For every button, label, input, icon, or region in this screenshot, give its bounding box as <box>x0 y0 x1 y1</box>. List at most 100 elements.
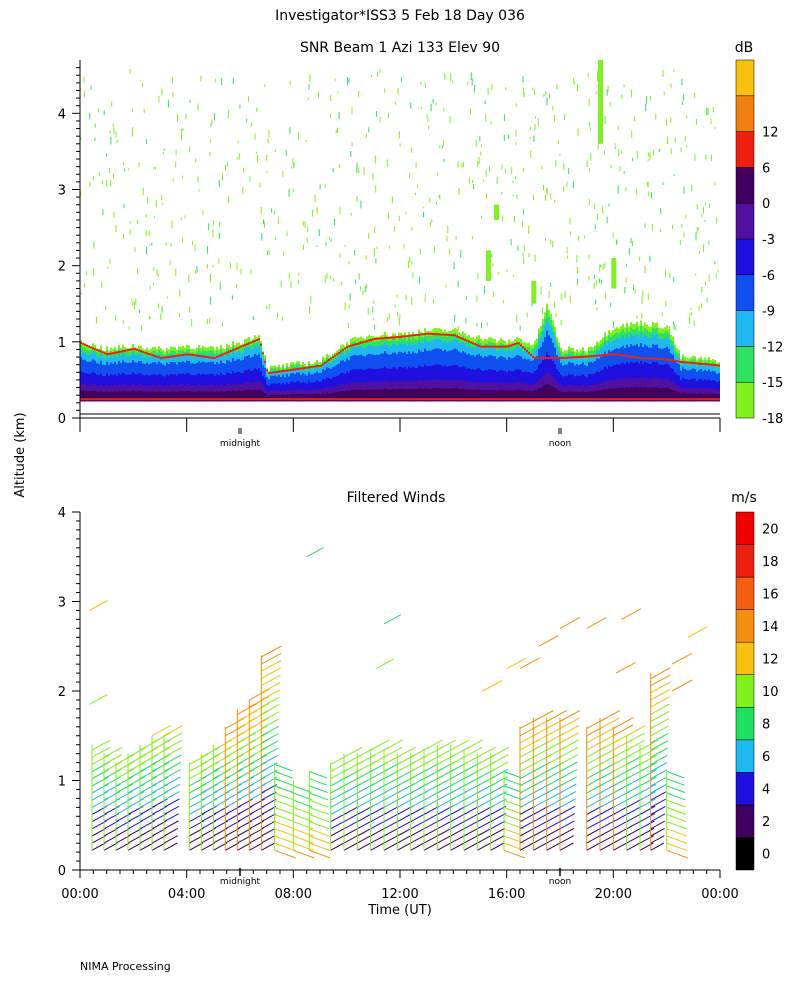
snr-speckle <box>222 173 224 181</box>
snr-speckle <box>261 233 263 241</box>
snr-peak-band <box>376 337 378 340</box>
wind-barb <box>261 791 277 801</box>
snr-ground-band <box>168 398 170 401</box>
snr-peak-band <box>470 341 472 344</box>
wind-barb <box>213 813 229 823</box>
snr-ground-band <box>338 398 340 401</box>
snr-ground-band <box>188 398 190 401</box>
wind-barb <box>237 732 257 744</box>
wind-barb <box>343 805 360 815</box>
snr-column <box>564 392 566 402</box>
snr-speckle <box>564 113 566 121</box>
snr-colorbar-label: -15 <box>762 376 783 391</box>
wind-barb <box>450 805 467 815</box>
snr-column <box>688 393 690 402</box>
wind-barb <box>103 768 122 780</box>
snr-ground-band <box>342 398 344 401</box>
snr-peak-band <box>634 356 636 359</box>
snr-speckle <box>589 121 591 127</box>
snr-peak-band <box>98 349 100 352</box>
snr-ground-band <box>452 398 454 401</box>
snr-speckle <box>136 219 138 224</box>
snr-speckle <box>468 176 470 184</box>
snr-column <box>374 389 376 402</box>
wind-barb <box>370 813 386 823</box>
wind-barb <box>330 842 345 851</box>
snr-peak-band <box>592 355 594 358</box>
snr-column <box>590 391 592 402</box>
snr-ground-band <box>112 398 114 401</box>
snr-speckle <box>115 315 117 321</box>
snr-ground-band <box>700 398 702 401</box>
snr-ground-band <box>476 398 478 401</box>
snr-ground-band <box>642 398 644 401</box>
wind-barb <box>519 835 534 844</box>
snr-speckle <box>432 99 434 104</box>
snr-speckle <box>558 140 559 144</box>
snr-column <box>588 391 590 402</box>
snr-peak-band <box>206 356 208 358</box>
wind-barb <box>370 820 386 830</box>
snr-speckle <box>508 134 510 139</box>
snr-speckle <box>94 137 96 141</box>
wind-barb <box>103 835 118 844</box>
snr-speckle <box>131 298 133 301</box>
snr-peak-band <box>712 363 714 366</box>
snr-column <box>364 390 366 402</box>
wind-barb <box>309 821 330 830</box>
snr-column <box>684 393 686 402</box>
snr-ground-band <box>474 398 476 401</box>
snr-speckle <box>374 226 376 234</box>
snr-speckle <box>707 107 709 116</box>
snr-speckle <box>496 177 498 184</box>
snr-speckle <box>635 189 637 195</box>
snr-ground-band <box>584 398 586 401</box>
snr-speckle <box>523 87 525 95</box>
snr-speckle <box>271 208 273 213</box>
wind-barb <box>477 746 496 758</box>
snr-ground-band <box>518 398 520 401</box>
snr-column <box>334 392 336 402</box>
wind-barb <box>639 783 657 794</box>
wind-barb <box>357 835 372 844</box>
wind-barb <box>650 762 668 772</box>
wind-colorbar-label: 20 <box>762 522 779 537</box>
snr-peak-band <box>194 354 196 357</box>
snr-speckle <box>260 206 262 214</box>
snr-speckle <box>221 78 223 86</box>
snr-speckle <box>250 268 252 275</box>
snr-ground-band <box>198 398 200 401</box>
snr-speckle <box>632 157 634 162</box>
snr-column <box>552 386 554 402</box>
snr-speckle <box>232 77 234 85</box>
snr-peak-band <box>204 355 206 358</box>
snr-speckle <box>578 236 580 241</box>
snr-speckle <box>348 260 350 265</box>
snr-feature <box>611 258 617 289</box>
snr-ground-band <box>580 398 582 401</box>
snr-column <box>658 388 660 402</box>
snr-ground-band <box>348 398 350 401</box>
snr-column <box>574 392 576 402</box>
wind-barb <box>249 732 268 744</box>
snr-ground-band <box>684 398 686 401</box>
snr-speckle <box>162 202 164 205</box>
snr-peak-band <box>434 333 436 336</box>
wind-barb <box>189 790 206 801</box>
wind-barb <box>201 835 216 844</box>
wind-barb <box>559 710 581 722</box>
snr-column <box>650 387 652 402</box>
wind-barb <box>151 791 168 801</box>
wind-barb <box>626 835 641 844</box>
snr-peak-band <box>258 338 260 341</box>
wind-barb <box>151 776 169 787</box>
snr-speckle <box>472 180 473 184</box>
snr-ground-band <box>90 398 92 401</box>
snr-speckle <box>376 246 378 249</box>
snr-speckle <box>470 72 472 80</box>
snr-speckle <box>608 203 610 207</box>
snr-ground-band <box>382 398 384 401</box>
snr-peak-band <box>448 333 450 336</box>
wind-colorbar-label: 8 <box>762 718 770 733</box>
